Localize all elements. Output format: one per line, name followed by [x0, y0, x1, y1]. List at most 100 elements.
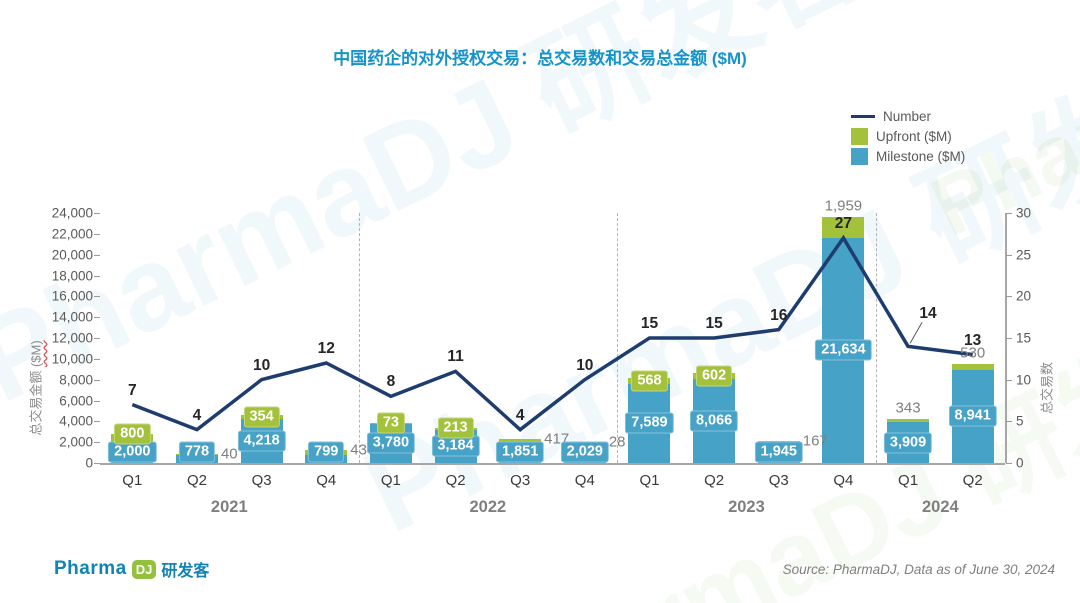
logo-text-cn: 研发客	[161, 563, 210, 580]
left-axis-tick	[94, 213, 100, 214]
left-axis-tick	[94, 338, 100, 339]
x-tick-label: Q2	[186, 472, 207, 489]
left-axis-tick-label: 18,000	[51, 268, 93, 283]
year-separator	[875, 213, 877, 463]
legend-item-upfront: Upfront ($M)	[851, 126, 965, 146]
milestone-swatch-icon	[851, 147, 868, 165]
upfront-value-label: 28	[608, 433, 626, 451]
pharmadj-logo-icon: DJ	[131, 559, 157, 579]
left-axis-tick-label: 22,000	[51, 226, 93, 242]
number-value-label: 12	[317, 340, 335, 357]
upfront-value-label: 343	[895, 399, 921, 417]
number-value-label: 10	[576, 356, 594, 374]
year-separator	[617, 213, 619, 463]
left-axis-tick-label: 6,000	[59, 393, 93, 408]
x-tick-label: Q3	[251, 472, 272, 489]
milestone-value-label: 8,066	[689, 410, 739, 432]
left-axis-tick	[94, 421, 100, 423]
legend-label: Upfront ($M)	[876, 128, 952, 144]
year-label: 2024	[921, 498, 959, 516]
x-tick-label: Q3	[510, 472, 531, 489]
upfront-bar	[951, 364, 994, 370]
right-axis-tick	[1006, 213, 1012, 214]
chart-title: 中国药企的对外授权交易：总交易数和交易总金额 ($M)	[333, 49, 747, 68]
x-tick-label: Q1	[380, 472, 401, 489]
logo-text: Pharma	[54, 558, 127, 579]
milestone-value-label: 4,218	[237, 430, 286, 452]
milestone-value-label: 1,851	[496, 441, 545, 463]
legend-label: Number	[883, 108, 932, 124]
x-tick-label: Q4	[833, 472, 854, 489]
left-axis-tick	[94, 442, 100, 444]
milestone-value-label: 1,945	[754, 441, 803, 463]
upfront-bar	[822, 217, 865, 238]
milestone-value-label: 778	[178, 441, 216, 463]
upfront-value-label: 530	[960, 344, 986, 362]
left-axis-tick	[94, 400, 100, 402]
left-axis-tick-label: 0	[85, 455, 93, 471]
number-value-label: 11	[447, 348, 464, 366]
left-axis-tick	[94, 379, 100, 381]
left-axis-tick	[94, 233, 100, 235]
legend-item-number: Number	[851, 106, 965, 126]
x-tick-label: Q4	[574, 472, 595, 489]
left-axis-tick-label: 10,000	[51, 351, 93, 367]
upfront-bar	[887, 418, 930, 423]
left-axis-tick-label: 12,000	[51, 330, 93, 346]
milestone-value-label: 3,909	[883, 432, 933, 454]
right-axis-tick	[1006, 254, 1012, 256]
upfront-value-label: 73	[376, 412, 405, 434]
right-axis-tick-label: 15	[1016, 330, 1032, 346]
upfront-value-label: 1,959	[824, 197, 863, 215]
x-tick-label: Q2	[445, 472, 466, 489]
year-label: 2021	[210, 498, 248, 516]
left-axis-tick	[94, 358, 100, 360]
left-axis-tick	[94, 254, 100, 256]
right-axis-tick-label: 5	[1016, 413, 1024, 429]
upfront-value-label: 800	[114, 423, 151, 445]
number-value-label: 15	[640, 315, 659, 332]
milestone-value-label: 8,941	[948, 405, 997, 427]
pharmadj-logo: Pharma DJ 研发客	[54, 557, 209, 581]
left-axis-tick	[94, 317, 100, 319]
upfront-value-label: 568	[631, 370, 668, 392]
x-tick-label: Q1	[122, 472, 143, 489]
number-value-label: 4	[192, 406, 202, 424]
left-axis-tick-label: 16,000	[51, 288, 93, 304]
left-axis-tick-label: 8,000	[59, 372, 93, 388]
x-tick-label: Q4	[316, 472, 337, 489]
milestone-value-label: 3,780	[366, 432, 416, 454]
number-value-label: 4	[515, 406, 525, 424]
right-axis-tick	[1006, 463, 1012, 464]
right-axis-tick-label: 20	[1016, 288, 1032, 304]
right-axis-line	[1005, 213, 1007, 463]
legend-item-milestone: Milestone ($M)	[851, 146, 965, 166]
milestone-value-label: 21,634	[815, 339, 872, 361]
line-swatch-icon	[851, 114, 875, 118]
number-value-label: 16	[770, 306, 788, 324]
upfront-value-label: 167	[802, 432, 828, 450]
number-value-label: 10	[252, 356, 271, 374]
left-axis-tick-label: 4,000	[59, 413, 93, 429]
number-value-label: 15	[705, 315, 723, 332]
right-axis-title: 总交易数	[1039, 361, 1055, 415]
upfront-value-label: 354	[243, 406, 280, 428]
right-axis-tick-label: 30	[1016, 205, 1032, 221]
x-axis-line	[100, 463, 1005, 465]
milestone-value-label: 2,000	[108, 441, 157, 463]
x-tick-label: Q3	[768, 472, 789, 489]
x-tick-label: Q1	[639, 472, 660, 489]
left-axis-tick	[94, 296, 100, 298]
right-axis-tick	[1006, 379, 1012, 381]
milestone-value-label: 2,029	[560, 441, 609, 463]
upfront-value-label: 40	[220, 445, 238, 463]
upfront-swatch-icon	[851, 127, 868, 145]
right-axis-tick	[1006, 421, 1012, 423]
x-tick-label: Q2	[962, 472, 983, 489]
number-value-label: 14	[919, 305, 937, 323]
legend: Number Upfront ($M) Milestone ($M)	[851, 106, 965, 166]
right-axis-tick-label: 0	[1016, 455, 1024, 471]
left-axis-tick	[94, 275, 100, 277]
left-axis-tick-label: 20,000	[51, 247, 93, 263]
